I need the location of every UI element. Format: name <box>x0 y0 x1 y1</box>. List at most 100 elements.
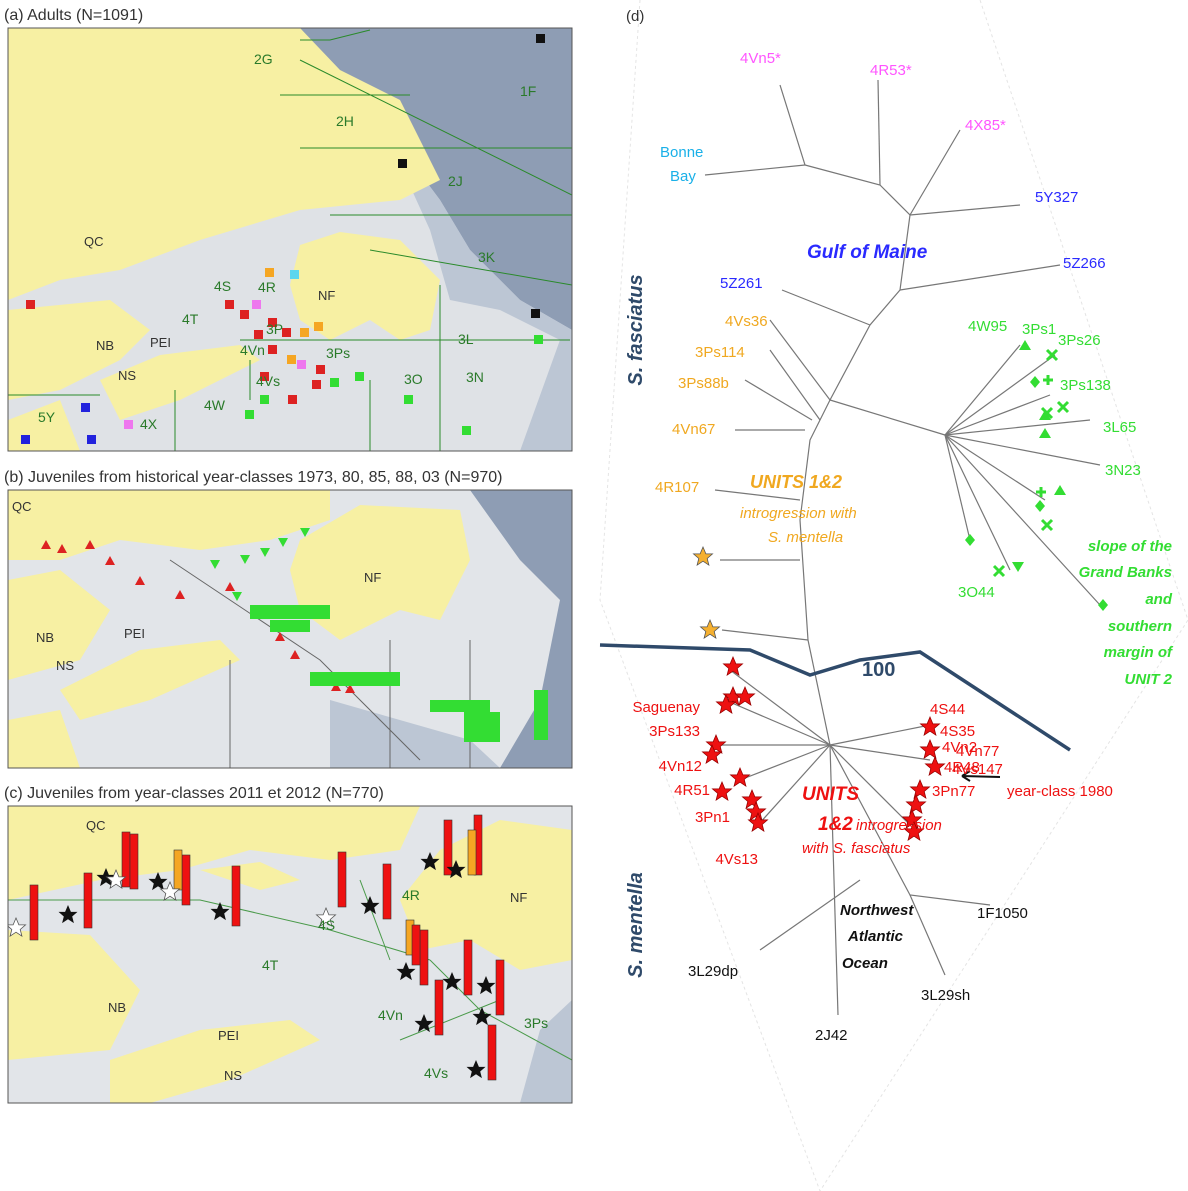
leaf-label: 4Vn2 <box>942 739 977 756</box>
leaf-label: Bonne <box>660 144 703 161</box>
leaf-label: 3L29sh <box>921 987 970 1004</box>
group-label: UNITS <box>802 784 859 805</box>
group-label: introgression <box>856 817 942 834</box>
area-label: 4R <box>402 887 420 903</box>
area-label: 3K <box>478 249 496 265</box>
tree <box>599 0 1188 1191</box>
area-label: 3L <box>458 331 474 347</box>
leaf-label: 3Pn77 <box>932 783 975 800</box>
bootstrap-label: 100 <box>862 659 895 681</box>
group-label: Northwest <box>840 902 914 919</box>
leaf-label: 4Vs147 <box>952 761 1003 778</box>
panel-title: (b) Juveniles from historical year-class… <box>4 469 502 486</box>
leaf-label: 4S44 <box>930 701 965 718</box>
leaf-label: 5Y327 <box>1035 189 1078 206</box>
group-label: 1&2 <box>818 814 853 835</box>
leaf-label: 4Vn5* <box>740 50 781 67</box>
area-label: 3O <box>404 371 423 387</box>
group-label: UNIT 2 <box>1124 671 1172 688</box>
group-label: southern <box>1108 618 1172 635</box>
group-label: margin of <box>1104 644 1174 661</box>
leaf-label: 2J42 <box>815 1027 848 1044</box>
proportion-bars <box>29 814 505 1081</box>
area-label: 5Y <box>38 409 56 425</box>
leaf-label: 3Ps1 <box>1022 321 1056 338</box>
area-label: PEI <box>150 335 171 350</box>
area-label: 3Ps <box>326 345 350 361</box>
group-label: Atlantic <box>847 928 904 945</box>
leaf-label: 3Ps26 <box>1058 332 1101 349</box>
area-label: 1F <box>520 83 536 99</box>
leaf-label: Saguenay <box>632 699 700 716</box>
area-label: 4R <box>258 279 276 295</box>
group-label: Gulf of Maine <box>807 242 928 263</box>
panel-title: (d) <box>626 8 644 25</box>
area-label: 4W <box>204 397 226 413</box>
leaf-label: 1F1050 <box>977 905 1028 922</box>
leaf-label: 4Vs13 <box>715 851 758 868</box>
leaf-label: 4S35 <box>940 723 975 740</box>
area-label: PEI <box>218 1028 239 1043</box>
leaf-label: 4R48 <box>944 759 980 776</box>
leaf-label: Bay <box>670 168 696 185</box>
leaf-label: 3Ps138 <box>1060 377 1111 394</box>
leaf-label: 3Ps133 <box>649 723 700 740</box>
frame <box>7 489 573 769</box>
green-sites <box>210 528 548 742</box>
area-label: NF <box>364 570 381 585</box>
sample-sites <box>21 34 545 444</box>
group-label: with S. fasciatus <box>802 840 911 857</box>
leaf-label: 4X85* <box>965 117 1006 134</box>
leaf-label: 3L29dp <box>688 963 738 980</box>
area-label: NF <box>510 890 527 905</box>
area-label: NB <box>108 1000 126 1015</box>
area-label: 3P <box>266 321 283 337</box>
leaf-label: 4Vn12 <box>659 758 702 775</box>
area-label: NS <box>56 658 74 673</box>
leaf-label: 3Ps114 <box>695 344 745 361</box>
area-label: 4X <box>140 416 158 432</box>
map-b: QC NF NB PEI NS <box>8 490 572 768</box>
area-label: PEI <box>124 626 145 641</box>
area-label: NB <box>96 338 114 353</box>
area-label: QC <box>86 818 106 833</box>
area-label: NS <box>224 1068 242 1083</box>
leaf-label: 3L65 <box>1103 419 1136 436</box>
area-label: 2J <box>448 173 463 189</box>
area-label: 3N <box>466 369 484 385</box>
group-label: S. mentella <box>768 529 843 546</box>
map-c: QC 4R NF 4S 4T NB PEI 4Vn 3Ps NS 4Vs <box>8 806 572 1103</box>
leaf-label: 3Pn1 <box>695 809 730 826</box>
frame <box>7 27 573 452</box>
area-label: 4Vs <box>256 373 280 389</box>
group-label: and <box>1145 591 1173 608</box>
area-label: 4T <box>182 311 199 327</box>
panel-title: (a) Adults (N=1091) <box>4 7 143 24</box>
species-label: S. mentella <box>625 872 647 978</box>
leaf-label: 3Ps88b <box>678 375 729 392</box>
area-label: 2G <box>254 51 273 67</box>
group-label: slope of the Grand Banks and southern ma… <box>1079 538 1174 688</box>
area-label: NF <box>318 288 335 303</box>
leaf-label: 4Vs36 <box>725 313 768 330</box>
area-label: 3Ps <box>524 1015 548 1031</box>
area-label: 4S <box>214 278 231 294</box>
group-label: slope of the <box>1088 538 1172 555</box>
area-label: 4Vn <box>378 1007 403 1023</box>
area-label: QC <box>84 234 104 249</box>
leaf-label: 5Z266 <box>1063 255 1106 272</box>
leaf-label: 4Vn77 <box>956 743 999 760</box>
area-label: 4Vs <box>424 1065 448 1081</box>
leaf-label: 4R107 <box>655 479 699 496</box>
area-label: NB <box>36 630 54 645</box>
area-label: 2H <box>336 113 354 129</box>
area-label: 4S <box>318 917 335 933</box>
panel-title: (c) Juveniles from year-classes 2011 et … <box>4 785 384 802</box>
species-label: S. fasciatus <box>625 274 647 385</box>
red-sites <box>41 540 355 693</box>
bootstrap-line <box>599 643 1071 752</box>
group-label: Ocean <box>842 955 888 972</box>
leaf-label: 5Z261 <box>720 275 763 292</box>
map-a: 2G 1F 2H 2J QC 3K 4S 4R NF 4T 3P 4Vn 3Ps… <box>8 28 572 451</box>
